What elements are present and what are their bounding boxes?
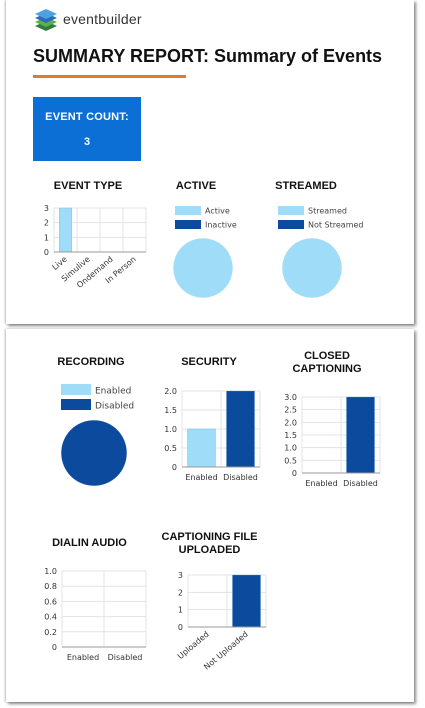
legend-swatch	[61, 384, 91, 395]
x-tick-label: Enabled	[67, 653, 99, 662]
x-tick-label: Enabled	[185, 473, 217, 482]
recording-chart: Enabled Disabled	[60, 384, 134, 487]
y-tick-label: 0	[52, 643, 57, 652]
security-chart: 0 0.5 1.0 1.5 2.0 Enabled Disabled	[164, 387, 261, 482]
y-tick-label: 2	[178, 588, 183, 597]
y-tick-label: 1.5	[284, 431, 297, 440]
y-tick-label: 0.2	[44, 628, 57, 637]
x-tick-label: Enabled	[305, 479, 337, 488]
y-tick-label: 3.0	[284, 393, 297, 402]
active-chart: Active Inactive	[172, 206, 237, 299]
legend-label: Not Streamed	[308, 221, 364, 230]
y-tick-label: 1	[178, 606, 183, 615]
legend-swatch	[278, 220, 304, 229]
report-title: SUMMARY REPORT: Summary of Events	[33, 46, 383, 66]
legend-swatch	[175, 220, 201, 229]
chart-title-active: ACTIVE	[175, 180, 217, 192]
y-tick-label: 0.8	[44, 582, 57, 591]
y-tick-label: 1	[44, 233, 49, 242]
legend-swatch	[175, 206, 201, 215]
y-tick-label: 0.4	[44, 613, 57, 622]
legend-swatch	[61, 399, 91, 410]
y-tick-label: 1.5	[164, 406, 177, 415]
y-tick-label: 3	[44, 204, 49, 213]
legend-label: Inactive	[205, 221, 237, 230]
pie-slice	[281, 237, 343, 299]
brand-name: eventbuilder	[63, 11, 142, 27]
x-tick-label: Uploaded	[176, 630, 211, 661]
y-tick-label: 0.5	[284, 456, 297, 465]
bar	[226, 390, 255, 468]
y-tick-label: 3	[178, 571, 183, 580]
bar	[187, 428, 216, 468]
bar	[232, 574, 261, 628]
y-tick-label: 1.0	[284, 444, 297, 453]
chart-title-event-type: EVENT TYPE	[53, 180, 123, 192]
y-tick-label: 2.0	[284, 418, 297, 427]
chart-title-security: SECURITY	[181, 356, 237, 368]
y-tick-label: 0	[178, 623, 183, 632]
streamed-chart: Streamed Not Streamed	[278, 206, 364, 299]
x-tick-label: Disabled	[343, 479, 378, 488]
x-tick-label: Disabled	[108, 653, 143, 662]
chart-title-recording: RECORDING	[57, 356, 125, 368]
y-tick-label: 0	[44, 248, 49, 257]
legend-label: Enabled	[95, 387, 131, 397]
dialin-audio-chart: 0 0.2 0.4 0.6 0.8 1.0 Enabled Disabled	[44, 567, 147, 662]
y-tick-label: 2.5	[284, 406, 297, 415]
event-count-value: 3	[83, 136, 91, 148]
x-tick-label: Live	[50, 255, 68, 272]
legend-label: Active	[205, 207, 230, 216]
legend-label: Streamed	[308, 207, 347, 216]
pie-slice	[60, 419, 128, 487]
y-tick-label: 1.0	[164, 425, 177, 434]
report-page-1: eventbuilder SUMMARY REPORT: Summary of …	[6, 0, 414, 324]
y-tick-label: 1.0	[44, 567, 57, 576]
event-count-card: EVENT COUNT: 3	[33, 97, 141, 161]
legend-label: Disabled	[95, 402, 134, 412]
legend-swatch	[278, 206, 304, 215]
y-tick-label: 0.5	[164, 444, 177, 453]
pie-slice	[172, 237, 234, 299]
chart-title-dialin-audio: DIALIN AUDIO	[52, 537, 127, 549]
title-underline	[33, 75, 186, 78]
x-tick-label: Disabled	[223, 473, 258, 482]
y-tick-label: 2.0	[164, 387, 177, 396]
y-tick-label: 0	[172, 463, 177, 472]
report-page-2: RECORDING SECURITY CLOSED CAPTIONING Ena…	[6, 329, 414, 702]
chart-title-captioning-file: CAPTIONING FILE UPLOADED	[161, 531, 258, 556]
y-tick-label: 2	[44, 219, 49, 228]
chart-title-streamed: STREAMED	[275, 180, 337, 192]
chart-title-closed-captioning: CLOSED CAPTIONING	[292, 350, 362, 375]
y-tick-label: 0.6	[44, 597, 57, 606]
closed-captioning-chart: 0 0.5 1.0 1.5 2.0 2.5 3.0 Enabled Disabled	[284, 393, 381, 488]
stacked-layers-logo-icon	[35, 9, 57, 31]
event-count-label: EVENT COUNT:	[45, 111, 129, 123]
y-tick-label: 0	[292, 469, 297, 478]
bar	[59, 207, 72, 253]
bar	[346, 396, 375, 474]
